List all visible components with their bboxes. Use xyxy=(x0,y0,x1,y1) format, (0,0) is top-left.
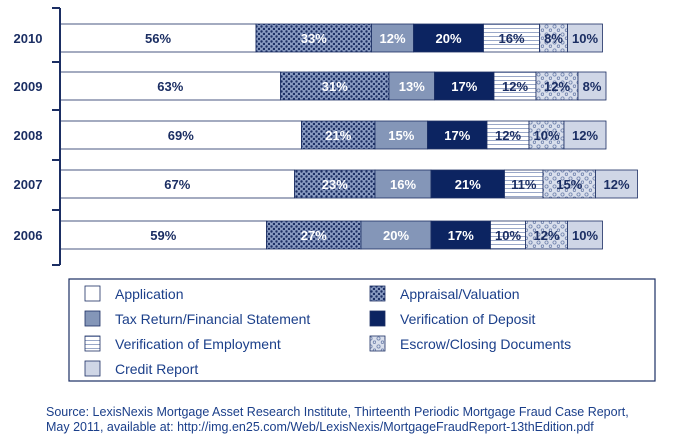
year-label-2009: 2009 xyxy=(14,79,43,94)
segment-2009-credit-report xyxy=(577,71,607,101)
segment-2007-application xyxy=(59,169,295,199)
data-label-2007-appraisal-valuation: 23% xyxy=(322,177,348,192)
year-label-2006: 2006 xyxy=(14,228,43,243)
legend-label-verification-of-deposit: Verification of Deposit xyxy=(400,311,536,327)
data-label-2008-verification-of-deposit: 17% xyxy=(444,128,470,143)
bar-2006: 59% 27% 20% 17% 10% 12% 10% xyxy=(59,220,603,250)
stacked-bar-chart: 56% 33% 12% 20% 16% 8% 10% 63% 31% 13% 17% 12% 12% 8%… xyxy=(14,7,656,382)
data-label-2010-escrow-closing-documents: 8% xyxy=(544,31,563,46)
legend-label-tax-return-financial-statement: Tax Return/Financial Statement xyxy=(115,311,310,327)
legend-label-escrow-closing-documents: Escrow/Closing Documents xyxy=(400,336,571,352)
segment-2007-verification-of-deposit xyxy=(430,169,505,199)
bar-2009: 63% 31% 13% 17% 12% 12% 8% xyxy=(59,71,607,101)
data-label-2007-verification-of-employment: 11% xyxy=(511,177,537,192)
data-label-2010-appraisal-valuation: 33% xyxy=(301,31,327,46)
segment-2008-credit-report xyxy=(563,120,607,150)
legend-swatch-verification-of-deposit xyxy=(369,310,386,327)
legend-swatch-application xyxy=(84,285,101,302)
legend-swatch-escrow-closing-documents xyxy=(369,335,386,352)
data-label-2008-credit-report: 12% xyxy=(572,128,598,143)
data-label-2006-verification-of-deposit: 17% xyxy=(448,228,474,243)
data-label-2010-application: 56% xyxy=(145,31,171,46)
data-label-2008-tax-return-financial-statement: 15% xyxy=(388,128,414,143)
segment-2006-credit-report xyxy=(567,220,603,250)
bar-2007: 67% 23% 16% 21% 11% 15% 12% xyxy=(59,169,638,199)
source-note: Source: LexisNexis Mortgage Asset Resear… xyxy=(46,405,666,435)
legend-swatch-tax-return-financial-statement xyxy=(84,310,101,327)
data-label-2009-escrow-closing-documents: 12% xyxy=(544,79,570,94)
data-label-2008-appraisal-valuation: 21% xyxy=(325,128,351,143)
bars-layer: 56% 33% 12% 20% 16% 8% 10% 63% 31% 13% 17% 12% 12% 8%… xyxy=(59,23,638,250)
data-label-2008-application: 69% xyxy=(168,128,194,143)
data-label-2007-credit-report: 12% xyxy=(603,177,629,192)
source-line-2: May 2011, available at: http://img.en25.… xyxy=(46,420,594,434)
legend-label-verification-of-employment: Verification of Employment xyxy=(115,336,281,352)
data-label-2006-verification-of-employment: 10% xyxy=(495,228,521,243)
year-label-2010: 2010 xyxy=(14,31,43,46)
segment-2010-credit-report xyxy=(567,23,603,53)
segment-2006-tax-return-financial-statement xyxy=(360,220,432,250)
legend-box xyxy=(68,278,656,382)
data-label-2006-appraisal-valuation: 27% xyxy=(301,228,327,243)
data-label-2006-escrow-closing-documents: 12% xyxy=(533,228,559,243)
data-label-2009-verification-of-employment: 12% xyxy=(502,79,528,94)
segment-2010-application xyxy=(59,23,257,53)
data-label-2006-application: 59% xyxy=(150,228,176,243)
data-label-2008-escrow-closing-documents: 10% xyxy=(533,128,559,143)
data-label-2006-credit-report: 10% xyxy=(572,228,598,243)
legend-label-credit-report: Credit Report xyxy=(115,361,198,377)
data-label-2007-tax-return-financial-statement: 16% xyxy=(390,177,416,192)
segment-2006-escrow-closing-documents xyxy=(525,220,568,250)
data-label-2009-tax-return-financial-statement: 13% xyxy=(399,79,425,94)
data-label-2010-verification-of-employment: 16% xyxy=(498,31,524,46)
legend: Application Appraisal/Valuation Tax Return… xyxy=(68,278,656,382)
data-label-2007-verification-of-deposit: 21% xyxy=(455,177,481,192)
legend-swatch-credit-report xyxy=(84,360,101,377)
legend-swatch-verification-of-employment xyxy=(84,335,101,352)
segment-2007-credit-report xyxy=(595,169,638,199)
segment-2008-appraisal-valuation xyxy=(301,120,376,150)
legend-label-appraisal-valuation: Appraisal/Valuation xyxy=(400,286,520,302)
data-label-2010-tax-return-financial-statement: 12% xyxy=(379,31,405,46)
segment-2009-escrow-closing-documents xyxy=(535,71,579,101)
segment-2010-tax-return-financial-statement xyxy=(371,23,414,53)
segment-2010-escrow-closing-documents xyxy=(539,23,568,53)
source-line-1: Source: LexisNexis Mortgage Asset Resear… xyxy=(46,405,629,419)
segment-2007-escrow-closing-documents xyxy=(542,169,596,199)
data-label-2006-tax-return-financial-statement: 20% xyxy=(383,228,409,243)
data-label-2008-verification-of-employment: 12% xyxy=(495,128,521,143)
data-label-2009-appraisal-valuation: 31% xyxy=(322,79,348,94)
segment-2008-escrow-closing-documents xyxy=(528,120,565,150)
segment-2006-application xyxy=(59,220,267,250)
segment-2010-appraisal-valuation xyxy=(255,23,372,53)
segment-2010-verification-of-employment xyxy=(483,23,540,53)
year-label-2007: 2007 xyxy=(14,177,43,192)
legend-label-application: Application xyxy=(115,286,184,302)
year-label-2008: 2008 xyxy=(14,128,43,143)
axis-layer: 2010 2009 2008 2007 2006 xyxy=(14,7,61,266)
data-label-2009-credit-report: 8% xyxy=(583,79,602,94)
segment-2009-appraisal-valuation xyxy=(280,71,390,101)
segment-2007-appraisal-valuation xyxy=(294,169,376,199)
segment-2008-tax-return-financial-statement xyxy=(374,120,428,150)
data-label-2009-verification-of-deposit: 17% xyxy=(451,79,477,94)
segment-2009-verification-of-employment xyxy=(493,71,537,101)
data-label-2010-verification-of-deposit: 20% xyxy=(435,31,461,46)
data-label-2010-credit-report: 10% xyxy=(572,31,598,46)
legend-swatch-appraisal-valuation xyxy=(369,285,386,302)
bar-2010: 56% 33% 12% 20% 16% 8% 10% xyxy=(59,23,603,53)
data-label-2007-escrow-closing-documents: 15% xyxy=(556,177,582,192)
data-label-2009-application: 63% xyxy=(157,79,183,94)
segment-2008-verification-of-deposit xyxy=(427,120,488,150)
bar-2008: 69% 21% 15% 17% 12% 10% 12% xyxy=(59,120,607,150)
data-label-2007-application: 67% xyxy=(164,177,190,192)
segment-2009-tax-return-financial-statement xyxy=(388,71,435,101)
segment-2008-verification-of-employment xyxy=(486,120,530,150)
